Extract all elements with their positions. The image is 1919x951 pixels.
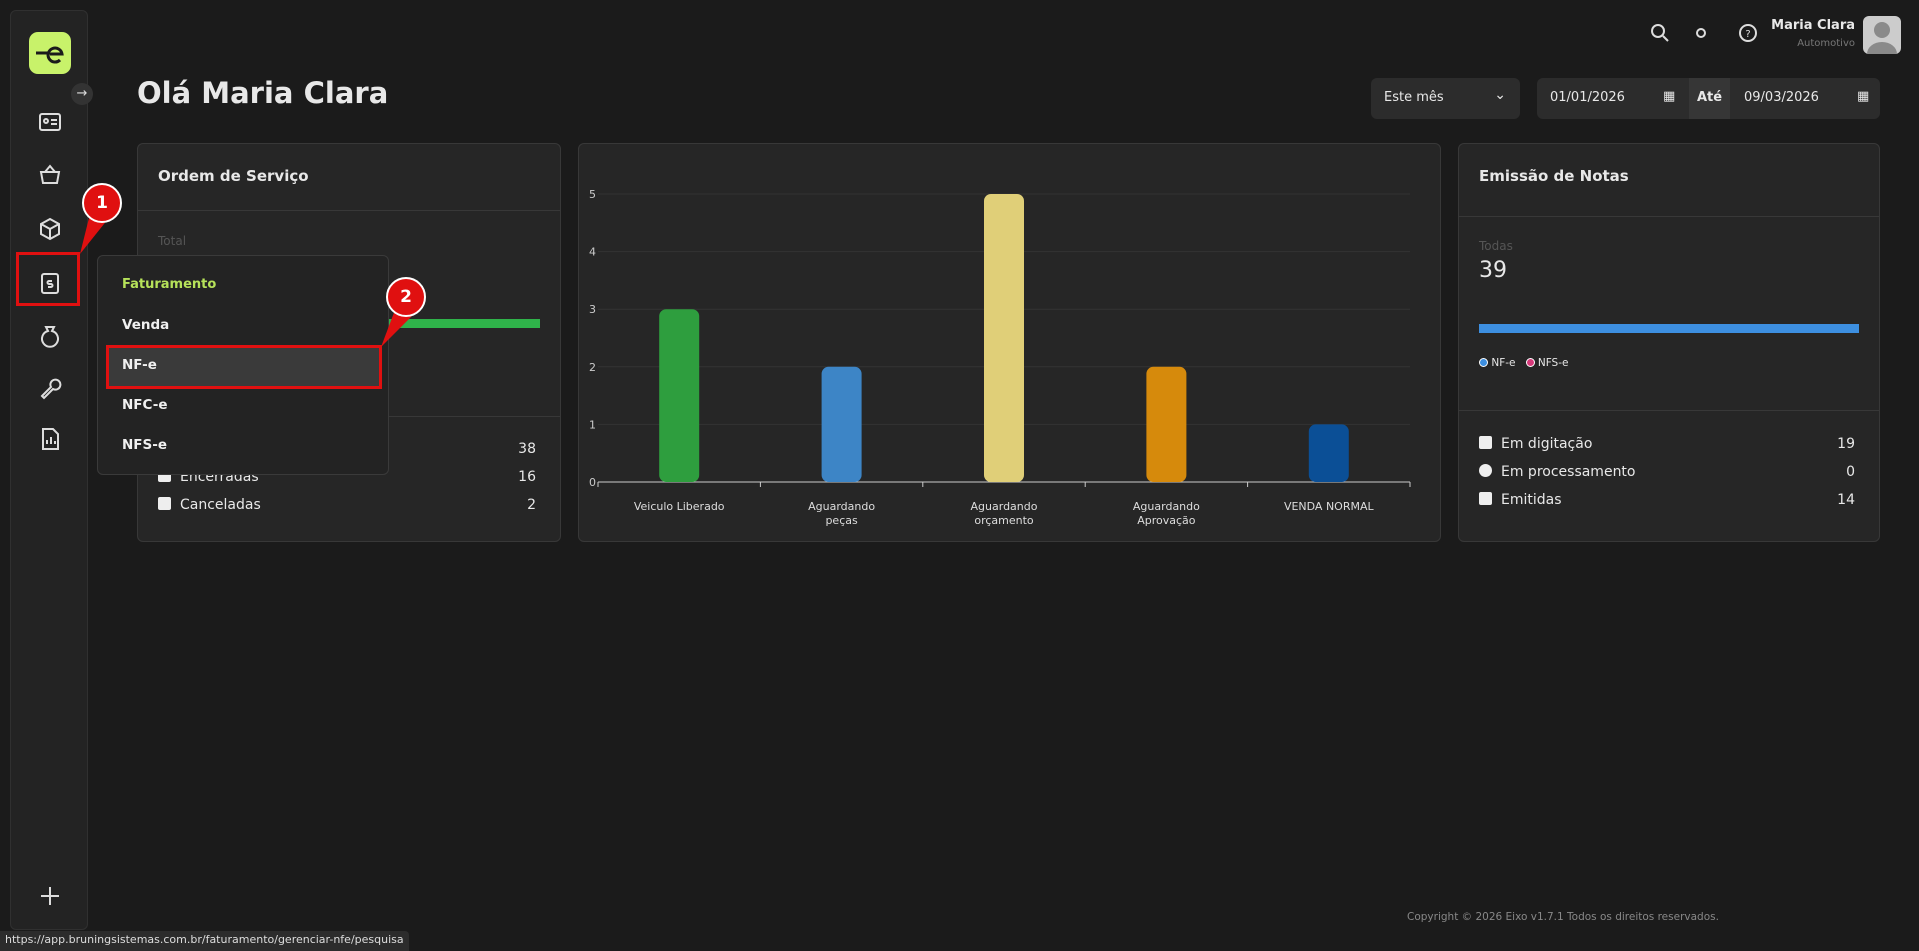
footer: Copyright © 2026 Eixo v1.7.1 Todos os di…	[1407, 911, 1719, 923]
menu-item[interactable]: Venda	[122, 317, 170, 333]
card-title: Emissão de Notas	[1479, 167, 1629, 185]
row-value: 2	[527, 497, 536, 513]
menu-item[interactable]: NFC-e	[122, 397, 168, 413]
x-tick-label: Aguardando orçamento	[970, 500, 1038, 527]
dropdown-menu: Faturamento Venda NF-e NFC-e NFS-e	[97, 255, 389, 475]
total-value: 39	[1479, 258, 1507, 283]
status-bar: https://app.bruningsistemas.com.br/fatur…	[0, 931, 409, 951]
menu-title: Faturamento	[122, 277, 217, 292]
search-icon[interactable]	[1651, 24, 1665, 38]
invoices-card: Emissão de Notas Todas 39 NF-e NFS-e Em …	[1458, 143, 1880, 542]
period-value: Este mês	[1384, 90, 1444, 105]
x-tick-label: VENDA NORMAL	[1283, 500, 1374, 513]
sidebar	[10, 10, 88, 930]
y-tick-label: 4	[589, 246, 596, 259]
menu-item[interactable]: NF-e	[122, 357, 157, 373]
logo[interactable]	[29, 32, 71, 74]
row-value: 0	[1846, 464, 1855, 480]
date-from[interactable]: 01/01/2026	[1550, 90, 1625, 105]
logo-mark	[36, 46, 64, 64]
y-tick-label: 2	[589, 361, 596, 374]
annotation-label: 1	[96, 193, 108, 213]
user-name: Maria Clara	[1771, 18, 1855, 33]
legend-label: NF-e	[1491, 357, 1516, 369]
expand-button[interactable]: →	[71, 83, 93, 105]
row-value: 19	[1837, 436, 1855, 452]
annotation-label: 2	[400, 287, 412, 307]
x-tick-label: Veiculo Liberado	[633, 500, 725, 513]
x-tick-label: Aguardando peças	[808, 500, 876, 527]
y-tick-label: 0	[589, 476, 596, 489]
top-icons: ?	[1651, 24, 1757, 42]
period-select[interactable]: Este mês ⌄	[1371, 78, 1520, 119]
chart-card: 0 1 2 3 4 5 Veiculo Liberado Aguardando peças A…	[578, 143, 1441, 542]
nav-billing[interactable]	[37, 270, 63, 296]
nav-sales[interactable]	[37, 162, 63, 188]
nav-clients[interactable]	[37, 109, 63, 135]
annotation-box-1	[16, 252, 80, 306]
date-to[interactable]: 09/03/2026	[1744, 90, 1819, 105]
nav-reports[interactable]	[37, 426, 63, 452]
nav-services[interactable]	[37, 375, 63, 401]
date-to-label: Até	[1697, 90, 1723, 105]
progress-bar	[1479, 324, 1859, 333]
legend-label: NFS-e	[1537, 357, 1569, 369]
y-tick-label: 1	[589, 418, 596, 431]
user-role: Automotivo	[1797, 38, 1855, 49]
bar	[1146, 366, 1187, 482]
nav-add[interactable]	[37, 883, 63, 909]
nav-products[interactable]	[37, 216, 63, 242]
y-tick-label: 3	[589, 303, 596, 316]
y-tick-label: 5	[589, 188, 596, 201]
avatar[interactable]	[1863, 16, 1901, 54]
date-range: 01/01/2026 ▦ Até 09/03/2026 ▦	[1537, 78, 1880, 119]
bar	[821, 366, 862, 482]
help-icon[interactable]	[1739, 24, 1757, 42]
row-value: 16	[518, 469, 536, 485]
row-label: Canceladas	[180, 497, 261, 513]
row-label: Emitidas	[1501, 492, 1562, 508]
bar	[984, 194, 1024, 482]
svg-text:?: ?	[1745, 29, 1750, 40]
nav-finance[interactable]	[37, 322, 63, 348]
bar	[659, 309, 700, 482]
greeting: Olá Maria Clara	[137, 76, 389, 110]
menu-item[interactable]: NFS-e	[122, 437, 168, 453]
x-tick-label: Aguardando Aprovação	[1132, 500, 1200, 527]
row-value: 14	[1837, 492, 1855, 508]
row-label: Em digitação	[1501, 436, 1593, 452]
card-title: Ordem de Serviço	[158, 167, 309, 185]
bar	[1308, 424, 1349, 482]
total-label: Todas	[1479, 239, 1513, 253]
annotation-box-2	[106, 345, 382, 389]
chart: 0 1 2 3 4 5	[589, 188, 1411, 489]
row-label: Em processamento	[1501, 464, 1636, 480]
total-label: Total	[158, 234, 187, 248]
theme-icon[interactable]	[1696, 28, 1706, 38]
row-value: 38	[518, 441, 536, 457]
